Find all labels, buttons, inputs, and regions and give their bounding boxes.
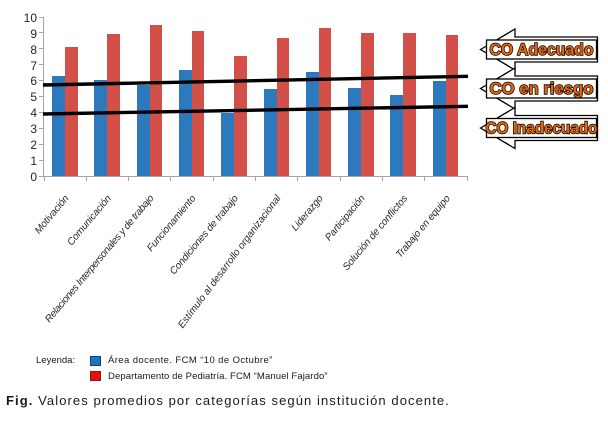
svg-text:CO Adecuado: CO Adecuado — [490, 40, 594, 59]
svg-text:CO Inadecuado: CO Inadecuado — [486, 119, 598, 138]
svg-text:CO en riesgo: CO en riesgo — [490, 79, 594, 98]
